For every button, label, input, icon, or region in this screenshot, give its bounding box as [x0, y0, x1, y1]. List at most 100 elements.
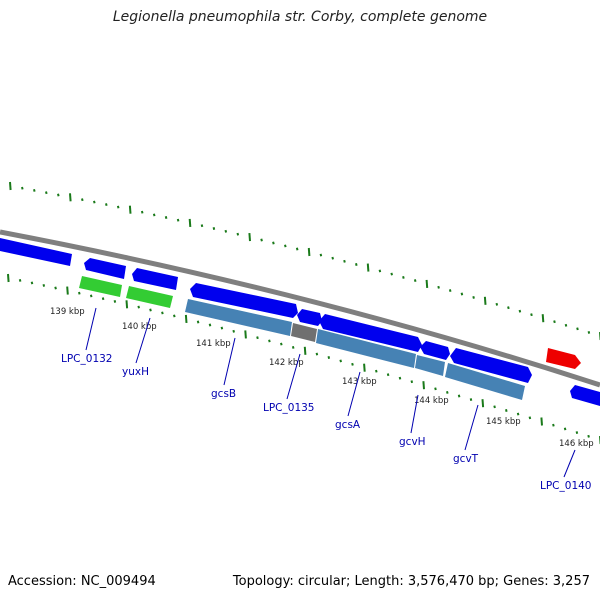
ruler-tick: [402, 275, 405, 279]
ruler-tick: [128, 205, 132, 214]
ruler-tick: [375, 369, 378, 373]
ruler-tick: [57, 193, 60, 197]
gene-label-gcsA[interactable]: gcsA: [335, 419, 361, 431]
ruler-tick: [507, 306, 510, 310]
ruler-tick: [339, 359, 342, 363]
ruler-tick: [101, 297, 105, 301]
ruler-tick: [244, 330, 247, 339]
ruler-tick: [307, 247, 311, 257]
gene-arrow[interactable]: [319, 314, 422, 352]
ruler-tick: [516, 412, 520, 416]
ruler-tick: [256, 336, 259, 340]
ruler-tick: [280, 342, 283, 346]
ruler-tick: [530, 313, 533, 317]
ruler-tick: [164, 216, 168, 219]
ruler-tick: [331, 256, 334, 260]
ruler-tick: [248, 233, 251, 242]
cds-bar-gcsA[interactable]: [316, 329, 416, 368]
ruler-tick: [137, 305, 140, 309]
gene-bar-yuxH[interactable]: [126, 286, 173, 308]
ruler-tick: [42, 283, 46, 287]
gene-bar-LPC_0132[interactable]: [79, 276, 122, 297]
gene-arrow[interactable]: [132, 268, 178, 290]
ruler-tick: [434, 387, 437, 391]
gene-label-gcvH[interactable]: gcvH: [399, 436, 426, 448]
ruler-tick: [422, 381, 425, 390]
ruler-tick: [351, 362, 354, 366]
ruler-tick: [212, 227, 216, 230]
ruler-tick: [116, 205, 120, 209]
gene-label-yuxH[interactable]: yuxH: [122, 366, 149, 378]
ruler-tick: [232, 329, 235, 333]
ruler-tick: [469, 398, 473, 402]
ruler-tick: [481, 399, 485, 408]
ruler-tick: [18, 278, 22, 282]
ruler-tick: [472, 295, 475, 299]
ruler-tick: [413, 279, 417, 283]
gene-arrow[interactable]: [420, 341, 450, 360]
ruler-tick: [528, 416, 532, 420]
ruler-tick: [386, 373, 390, 377]
cds-bar-LPC_0135[interactable]: [291, 323, 317, 342]
ruler-tick: [563, 427, 567, 431]
gene-arrow[interactable]: [297, 309, 322, 326]
ruler-tick: [176, 218, 180, 222]
ruler-tick: [196, 320, 200, 324]
cds-bar-gcsB[interactable]: [185, 299, 292, 336]
cds-bar-gcvT[interactable]: [445, 363, 525, 400]
ruler-tick: [9, 181, 12, 191]
ruler-tick: [303, 346, 307, 355]
gene-arrow[interactable]: [570, 385, 600, 406]
ruler-tick: [105, 203, 108, 207]
ruler-tick: [125, 300, 129, 309]
gene-arrow-red[interactable]: [546, 348, 581, 369]
ruler-tick: [587, 330, 591, 334]
ruler-tick: [268, 339, 271, 343]
tick-label-142: 142 kbp: [269, 358, 304, 368]
ruler-tick: [7, 273, 10, 283]
gene-label-leaders: [85, 307, 576, 478]
ruler-tick: [460, 292, 464, 296]
gene-label-LPC_0140[interactable]: LPC_0140: [540, 480, 592, 492]
ruler-tick: [161, 311, 164, 315]
ruler-tick: [272, 241, 275, 245]
ruler-tick: [552, 423, 555, 427]
ruler-tick: [295, 247, 299, 251]
ruler-tick: [81, 198, 84, 202]
gene-arrow[interactable]: [84, 258, 126, 279]
ruler-tick: [355, 263, 358, 266]
ruler-tick: [448, 289, 452, 293]
gene-arrow[interactable]: [0, 238, 72, 266]
ruler-tick: [66, 286, 69, 295]
cds-bar-gcvH[interactable]: [415, 355, 445, 376]
ruler-tick: [149, 308, 152, 312]
ruler-tick: [495, 302, 499, 306]
ruler-tick: [587, 434, 590, 438]
outer-tick-ruler: [9, 181, 600, 341]
tick-label-139: 139 kbp: [50, 307, 85, 317]
gene-label-gcsB[interactable]: gcsB: [211, 388, 236, 400]
gene-arrow[interactable]: [450, 348, 532, 383]
gene-arrow[interactable]: [190, 283, 298, 318]
ruler-tick: [437, 285, 440, 289]
genome-backbone: [0, 229, 600, 388]
ruler-tick: [54, 286, 57, 290]
ruler-tick: [93, 200, 96, 204]
ruler-tick: [518, 309, 522, 313]
ruler-tick: [540, 417, 543, 426]
gene-label-gcvT[interactable]: gcvT: [453, 453, 479, 465]
ruler-tick: [33, 188, 36, 192]
ruler-tick: [446, 390, 449, 394]
ruler-tick: [184, 314, 188, 323]
ruler-tick: [188, 218, 192, 227]
inner-tick-ruler: [7, 273, 600, 445]
ruler-tick: [113, 299, 117, 303]
gene-label-LPC_0135[interactable]: LPC_0135: [263, 402, 315, 414]
ruler-tick: [541, 314, 545, 323]
tick-label-145: 145 kbp: [486, 417, 521, 427]
ruler-tick: [363, 363, 366, 372]
gene-label-LPC_0132[interactable]: LPC_0132: [61, 353, 113, 365]
ruler-tick: [89, 294, 93, 298]
ruler-tick: [224, 229, 228, 233]
